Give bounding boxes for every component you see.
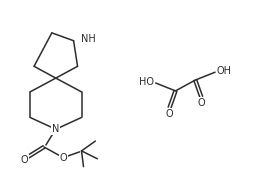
Text: NH: NH xyxy=(80,34,95,44)
Text: O: O xyxy=(166,108,173,118)
Text: O: O xyxy=(60,153,68,163)
Text: N: N xyxy=(52,124,59,134)
Text: O: O xyxy=(20,155,28,165)
Text: OH: OH xyxy=(216,66,232,76)
Text: HO: HO xyxy=(139,77,154,87)
Text: O: O xyxy=(197,98,205,108)
